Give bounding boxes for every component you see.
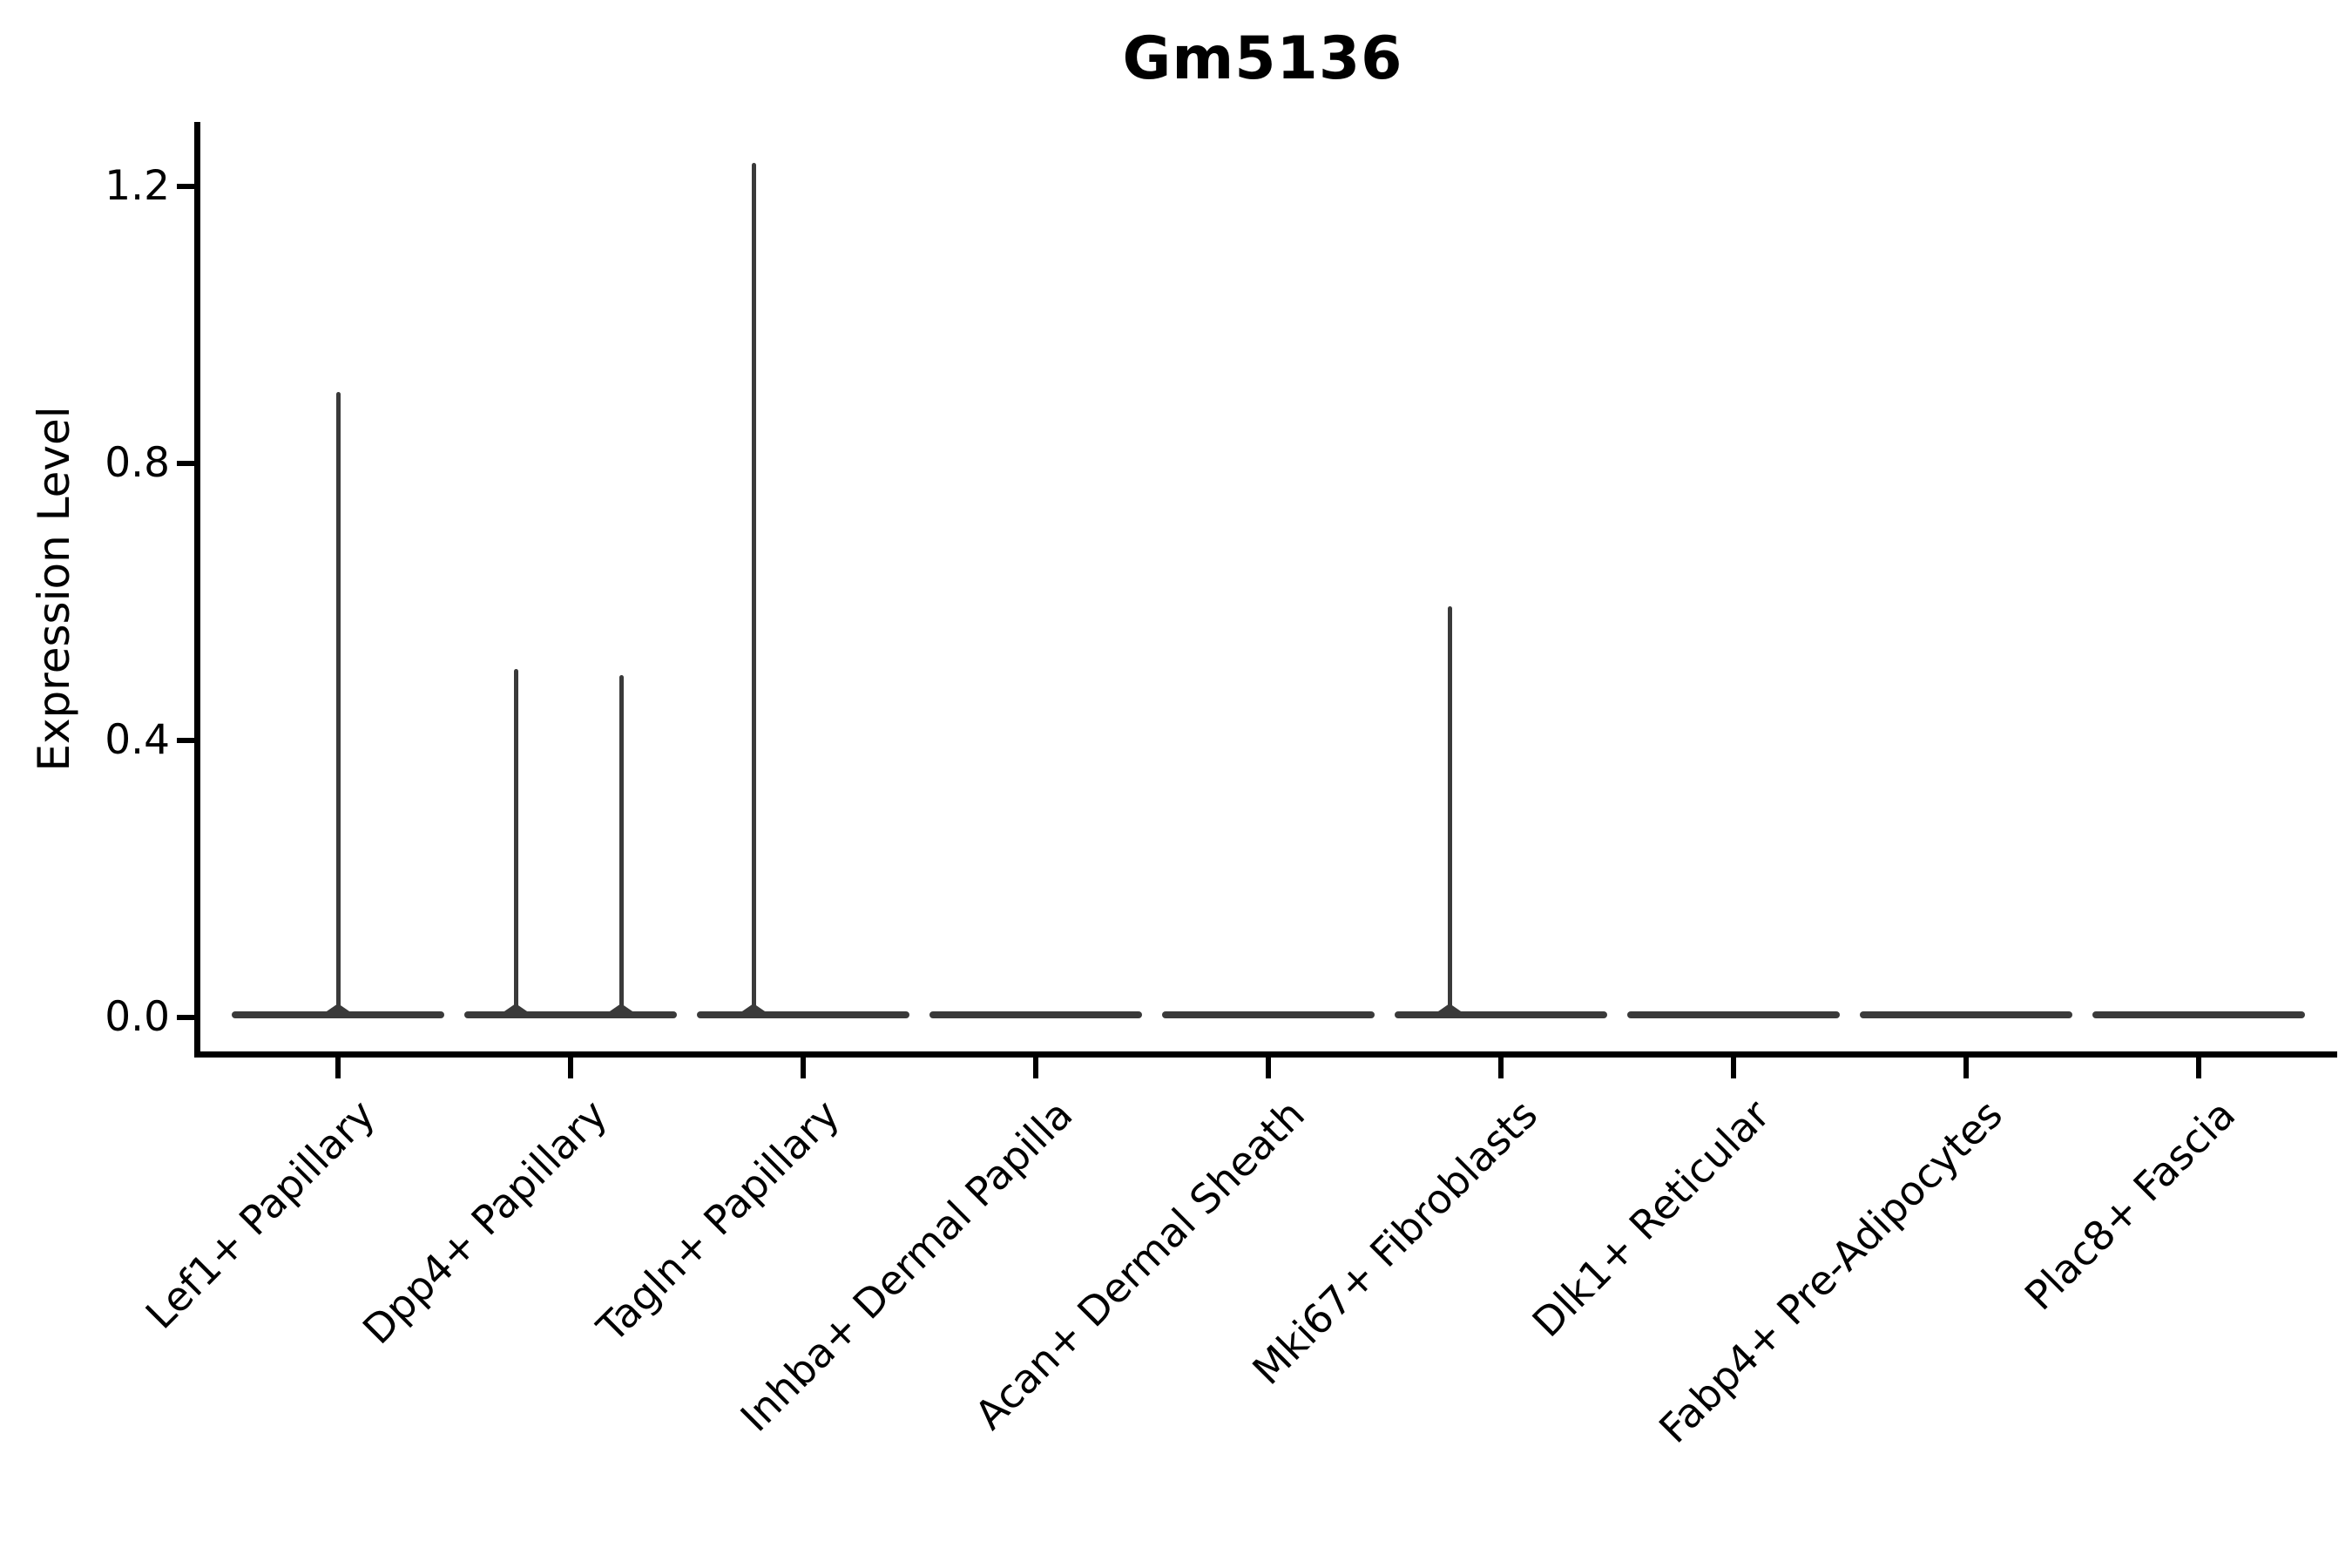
x-tick [1266,1058,1271,1078]
x-tick [801,1058,806,1078]
y-tick [177,738,194,743]
plot-title: Gm5136 [1122,24,1403,93]
violin-baseline [1395,1011,1607,1018]
x-tick-label: Plac8+ Fascia [2015,1091,2245,1320]
x-tick-label: Dlk1+ Reticular [1523,1091,1780,1347]
violin-baseline [1860,1011,2072,1018]
x-tick-label: Dpp4+ Papillary [353,1091,617,1354]
spike-flare [502,1004,530,1013]
violin-baseline [929,1011,1142,1018]
violin-baseline [2092,1011,2305,1018]
y-tick-label: 1.2 [105,162,170,210]
violin-spike [752,163,756,1017]
violin-spike [336,391,341,1017]
axes-spines [194,122,2337,1058]
y-tick-label: 0.0 [105,993,170,1041]
x-tick [1033,1058,1038,1078]
x-tick [1498,1058,1504,1078]
spike-flare [607,1004,635,1013]
x-tick-label: Lef1+ Papillary [136,1091,384,1338]
violin-baseline [697,1011,909,1018]
x-tick [568,1058,573,1078]
spike-flare [1436,1004,1463,1013]
y-tick [177,1015,194,1020]
violin-spike [1448,605,1452,1017]
y-tick [177,184,194,189]
x-tick [2196,1058,2201,1078]
y-tick [177,461,194,466]
spike-flare [740,1004,767,1013]
x-tick [1963,1058,1969,1078]
y-tick-label: 0.8 [105,439,170,487]
x-tick [335,1058,341,1078]
spike-flare [324,1004,352,1013]
y-tick-label: 0.4 [105,716,170,764]
x-tick-label: Tagln+ Papillary [588,1091,849,1351]
violin-baseline [1162,1011,1375,1018]
violin-baseline [1627,1011,1840,1018]
violin-spike [514,668,518,1017]
violin-baseline [464,1011,677,1018]
x-tick [1731,1058,1736,1078]
violin-spike [619,675,624,1017]
